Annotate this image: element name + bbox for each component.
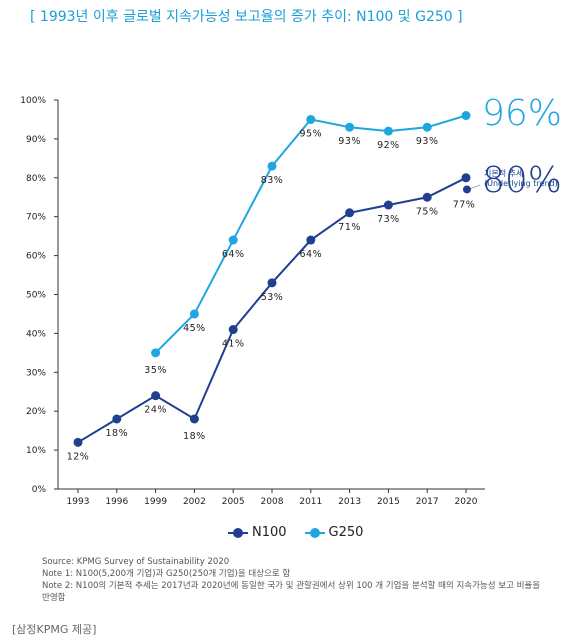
data-label-n100: 12% (67, 451, 90, 462)
x-tick-label: 2008 (261, 497, 284, 507)
trend-pointer-line (470, 184, 481, 189)
line-chart: 0% 10% 20% 30% 40% 50% 60% 70% 80% 90% 100% 1993 199… (20, 93, 562, 507)
data-point-n100 (306, 235, 316, 245)
note-1: Note 1: N100(5,200개 기업)과 G250(250개 기업)을 … (42, 569, 291, 579)
y-tick-label: 70% (26, 213, 46, 223)
underlying-trend-point (463, 185, 471, 194)
data-label-n100: 64% (299, 249, 322, 260)
legend-label-g250: G250 (328, 525, 364, 540)
data-point-g250 (228, 235, 238, 245)
x-tick-label: 2002 (183, 497, 206, 507)
data-point-n100 (267, 278, 277, 288)
x-tick-label: 2020 (455, 497, 478, 507)
data-point-g250 (383, 126, 393, 136)
x-tick-label: 1999 (144, 497, 167, 507)
legend-item-g250: G250 (304, 525, 364, 540)
data-label-n100: 73% (377, 214, 400, 225)
data-label-n100: 18% (183, 431, 206, 442)
data-point-n100 (151, 391, 161, 401)
x-tick-label: 2011 (299, 497, 322, 507)
data-point-g250 (306, 114, 316, 124)
legend-label-n100: N100 (252, 525, 287, 540)
note-source: Source: KPMG Survey of Sustainability 20… (42, 557, 230, 567)
data-label-n100: 77% (453, 199, 476, 210)
data-label-n100: 41% (222, 339, 245, 350)
source-notes: Source: KPMG Survey of Sustainability 20… (42, 556, 542, 604)
data-label-g250: 45% (183, 323, 206, 334)
data-label-g250: 64% (222, 249, 245, 260)
y-tick-label: 80% (26, 174, 46, 184)
data-point-g250 (267, 161, 277, 171)
x-tick-label: 2017 (416, 497, 439, 507)
data-label-g250: 92% (377, 140, 400, 151)
x-tick-label: 2015 (377, 497, 400, 507)
data-point-n100 (345, 208, 355, 218)
y-tick-label: 100% (20, 96, 46, 106)
series-line-n100 (77, 176, 467, 444)
data-label-n100: 75% (416, 206, 439, 217)
data-point-g250 (345, 122, 355, 132)
data-point-n100 (73, 437, 83, 447)
data-point-n100 (189, 414, 199, 424)
y-tick-label: 20% (26, 407, 46, 417)
data-point-n100 (422, 192, 432, 202)
y-tick-label: 60% (26, 252, 46, 262)
data-point-n100 (228, 325, 238, 335)
data-label-g250: 95% (299, 128, 322, 139)
x-tick-label: 2013 (338, 497, 361, 507)
data-point-n100 (112, 414, 122, 424)
x-tick-label: 1996 (105, 497, 128, 507)
x-tick-label: 1993 (67, 497, 90, 507)
y-tick-label: 50% (26, 291, 46, 301)
data-label-g250: 93% (416, 136, 439, 147)
data-point-n100 (383, 200, 393, 210)
legend-swatch-n100 (228, 527, 248, 538)
x-tick-label: 2005 (222, 497, 245, 507)
trend-label-ko: 기본적 추세 (484, 168, 523, 178)
legend-swatch-g250 (304, 527, 325, 538)
data-point-g250 (189, 309, 199, 319)
data-label-n100: 53% (261, 292, 284, 303)
image-credit: [삼정KPMG 제공] (12, 623, 97, 636)
data-label-g250: 93% (338, 136, 361, 147)
legend: N100 G250 (228, 525, 363, 540)
series-line-g250 (154, 114, 467, 354)
data-label-g250: 35% (144, 365, 167, 376)
data-point-g250 (422, 122, 432, 132)
y-tick-label: 0% (32, 485, 47, 495)
y-tick-label: 90% (26, 135, 46, 145)
y-tick-label: 10% (26, 446, 46, 456)
note-2: Note 2: N100의 기본적 추세는 2017년과 2020년에 동일한 … (42, 581, 541, 603)
callout-n100: 80% (482, 160, 562, 201)
data-point-n100 (461, 173, 471, 183)
y-tick-label: 40% (26, 329, 46, 339)
trend-label-en: (Underlying trend) (484, 179, 558, 188)
data-label-g250: 83% (261, 175, 284, 186)
data-point-g250 (151, 348, 161, 358)
legend-item-n100: N100 (228, 525, 287, 540)
callout-g250: 96% (482, 93, 562, 134)
chart-title: [ 1993년 이후 글로벌 지속가능성 보고율의 증가 추이: N100 및 … (30, 9, 463, 25)
data-point-g250 (461, 111, 471, 121)
data-label-n100: 71% (338, 222, 361, 233)
y-tick-label: 30% (26, 368, 46, 378)
data-label-n100: 24% (144, 405, 167, 416)
data-label-n100: 18% (105, 428, 128, 439)
